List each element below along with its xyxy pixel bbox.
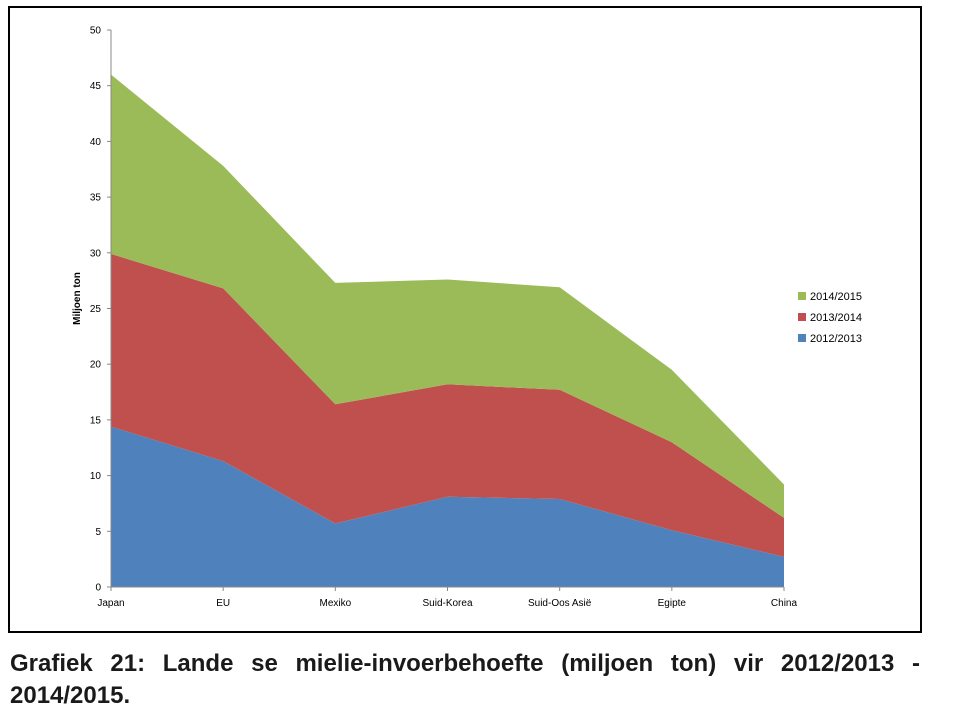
chart-frame: 0 5 10 15 20 25 30 35 40 45 50 Japan EU Mexiko Suid-K…	[8, 6, 922, 633]
figure-caption: Grafiek 21: Lande se mielie-invoerbehoef…	[10, 650, 920, 709]
area-layer	[111, 74, 784, 587]
area-series-2014-2015	[111, 74, 784, 518]
y-tick-label: 15	[90, 415, 102, 426]
legend: 2014/2015 2013/2014 2012/2013	[798, 291, 862, 345]
legend-swatch	[798, 313, 806, 321]
legend-label: 2013/2014	[810, 312, 862, 324]
y-tick-label: 45	[90, 81, 102, 92]
x-tick-label: China	[771, 598, 798, 609]
y-tick-label: 50	[90, 26, 102, 37]
x-tick-label: Suid-Korea	[422, 598, 472, 609]
x-axis-ticks: Japan EU Mexiko Suid-Korea Suid-Oos Asië Egip…	[97, 587, 797, 609]
legend-label: 2014/2015	[810, 291, 862, 303]
area-series-2013-2014	[111, 253, 784, 557]
y-tick-label: 25	[90, 304, 102, 315]
y-tick-label: 0	[95, 583, 101, 594]
x-tick-label: Japan	[97, 598, 124, 609]
y-axis-ticks: 0 5 10 15 20 25 30 35 40 45 50	[90, 26, 111, 594]
legend-label: 2012/2013	[810, 333, 862, 345]
y-tick-label: 10	[90, 471, 102, 482]
y-tick-label: 5	[95, 527, 101, 538]
x-tick-label: Suid-Oos Asië	[528, 598, 592, 609]
x-tick-label: Mexiko	[319, 598, 351, 609]
y-axis-title: Miljoen ton	[72, 272, 83, 325]
area-chart: 0 5 10 15 20 25 30 35 40 45 50 Japan EU Mexiko Suid-K…	[72, 26, 862, 610]
y-tick-label: 40	[90, 137, 102, 148]
y-tick-label: 30	[90, 248, 102, 259]
legend-swatch	[798, 292, 806, 300]
x-tick-label: Egipte	[658, 598, 687, 609]
legend-swatch	[798, 334, 806, 342]
y-tick-label: 20	[90, 360, 102, 371]
area-series-2012-2013	[111, 426, 784, 587]
x-tick-label: EU	[216, 598, 230, 609]
y-tick-label: 35	[90, 193, 102, 204]
